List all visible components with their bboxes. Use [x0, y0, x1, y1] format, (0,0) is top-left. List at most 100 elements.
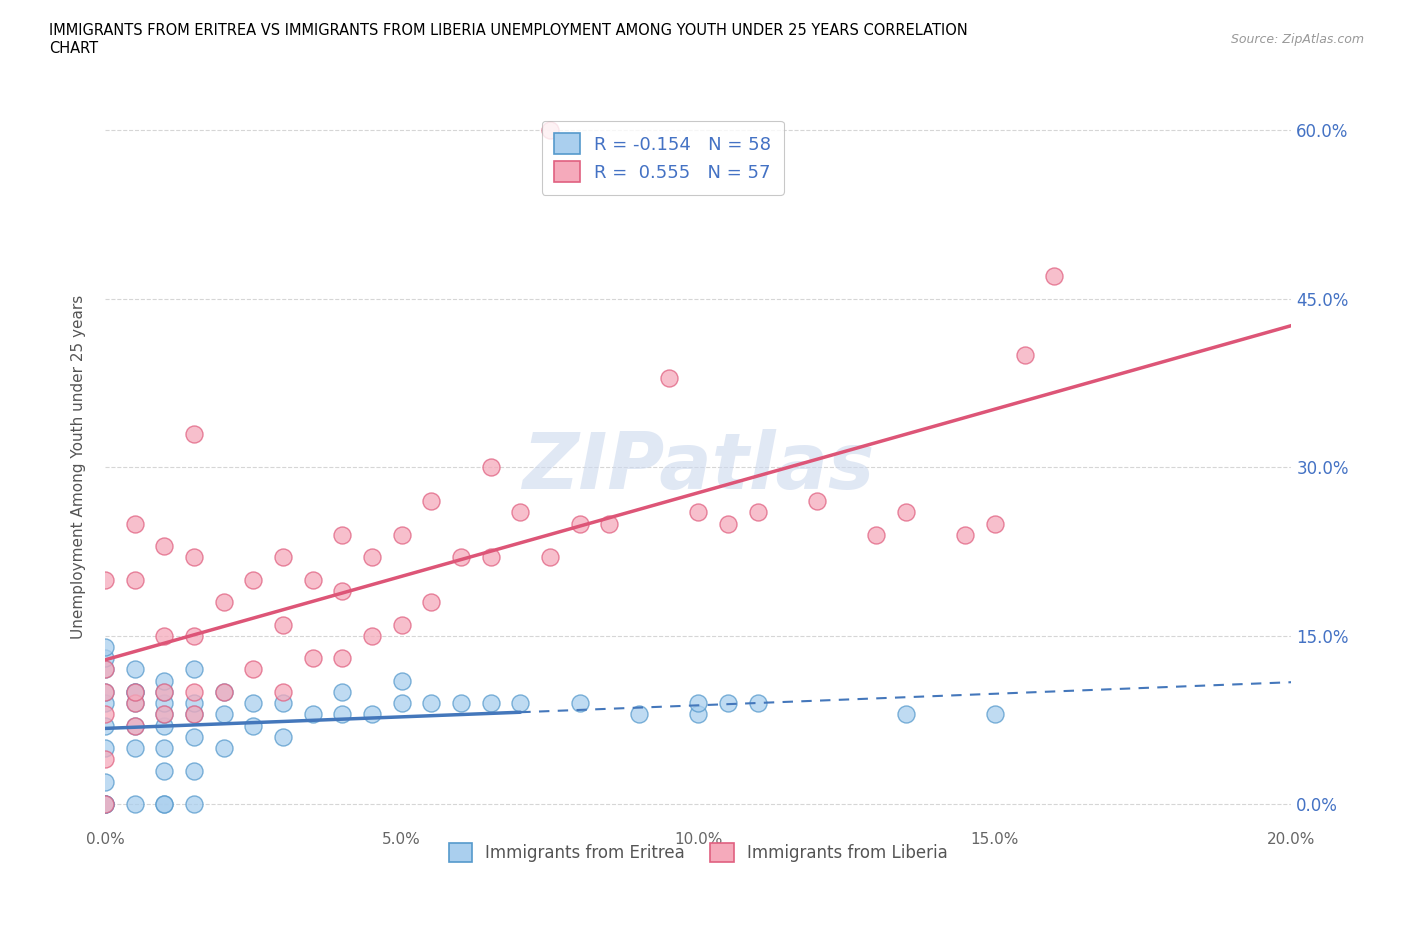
Point	[806, 494, 828, 509]
Point	[124, 696, 146, 711]
Point	[94, 707, 117, 722]
Point	[301, 707, 323, 722]
Point	[391, 618, 413, 632]
Point	[153, 707, 176, 722]
Point	[271, 729, 294, 744]
Point	[747, 505, 769, 520]
Point	[94, 684, 117, 699]
Point	[153, 538, 176, 553]
Point	[538, 123, 561, 138]
Point	[301, 651, 323, 666]
Point	[271, 618, 294, 632]
Point	[242, 696, 264, 711]
Point	[242, 662, 264, 677]
Point	[94, 572, 117, 587]
Text: Source: ZipAtlas.com: Source: ZipAtlas.com	[1230, 33, 1364, 46]
Point	[153, 797, 176, 812]
Point	[212, 740, 235, 755]
Point	[153, 740, 176, 755]
Point	[894, 505, 917, 520]
Point	[391, 527, 413, 542]
Point	[330, 707, 353, 722]
Point	[124, 516, 146, 531]
Point	[124, 684, 146, 699]
Point	[94, 684, 117, 699]
Point	[391, 696, 413, 711]
Text: IMMIGRANTS FROM ERITREA VS IMMIGRANTS FROM LIBERIA UNEMPLOYMENT AMONG YOUTH UNDE: IMMIGRANTS FROM ERITREA VS IMMIGRANTS FR…	[49, 23, 967, 56]
Point	[183, 550, 205, 565]
Point	[330, 527, 353, 542]
Point	[627, 707, 650, 722]
Point	[747, 696, 769, 711]
Point	[183, 764, 205, 778]
Point	[124, 696, 146, 711]
Point	[94, 651, 117, 666]
Point	[183, 629, 205, 644]
Point	[94, 751, 117, 766]
Point	[361, 707, 384, 722]
Point	[94, 640, 117, 655]
Point	[94, 718, 117, 733]
Point	[124, 572, 146, 587]
Point	[153, 718, 176, 733]
Point	[183, 729, 205, 744]
Point	[509, 696, 531, 711]
Point	[183, 684, 205, 699]
Point	[509, 505, 531, 520]
Point	[183, 696, 205, 711]
Point	[450, 550, 472, 565]
Text: ZIPatlas: ZIPatlas	[522, 430, 875, 505]
Point	[183, 426, 205, 441]
Point	[183, 707, 205, 722]
Point	[94, 662, 117, 677]
Point	[391, 673, 413, 688]
Point	[1014, 348, 1036, 363]
Point	[124, 662, 146, 677]
Point	[124, 684, 146, 699]
Point	[450, 696, 472, 711]
Point	[271, 550, 294, 565]
Point	[479, 696, 502, 711]
Point	[688, 707, 710, 722]
Point	[124, 718, 146, 733]
Point	[153, 707, 176, 722]
Point	[153, 797, 176, 812]
Point	[94, 797, 117, 812]
Point	[124, 684, 146, 699]
Point	[212, 594, 235, 609]
Point	[94, 797, 117, 812]
Point	[94, 740, 117, 755]
Point	[212, 684, 235, 699]
Point	[94, 797, 117, 812]
Point	[153, 684, 176, 699]
Point	[717, 696, 740, 711]
Legend: Immigrants from Eritrea, Immigrants from Liberia: Immigrants from Eritrea, Immigrants from…	[441, 836, 955, 869]
Point	[330, 684, 353, 699]
Point	[658, 370, 681, 385]
Point	[271, 696, 294, 711]
Point	[153, 673, 176, 688]
Point	[153, 629, 176, 644]
Point	[212, 684, 235, 699]
Point	[420, 494, 443, 509]
Point	[538, 550, 561, 565]
Point	[568, 516, 591, 531]
Point	[242, 572, 264, 587]
Point	[479, 550, 502, 565]
Point	[688, 696, 710, 711]
Point	[330, 651, 353, 666]
Point	[94, 797, 117, 812]
Y-axis label: Unemployment Among Youth under 25 years: Unemployment Among Youth under 25 years	[72, 295, 86, 640]
Point	[301, 572, 323, 587]
Point	[183, 662, 205, 677]
Point	[183, 797, 205, 812]
Point	[153, 684, 176, 699]
Point	[212, 707, 235, 722]
Point	[153, 764, 176, 778]
Point	[361, 629, 384, 644]
Point	[688, 505, 710, 520]
Point	[330, 583, 353, 598]
Point	[183, 707, 205, 722]
Point	[953, 527, 976, 542]
Point	[94, 662, 117, 677]
